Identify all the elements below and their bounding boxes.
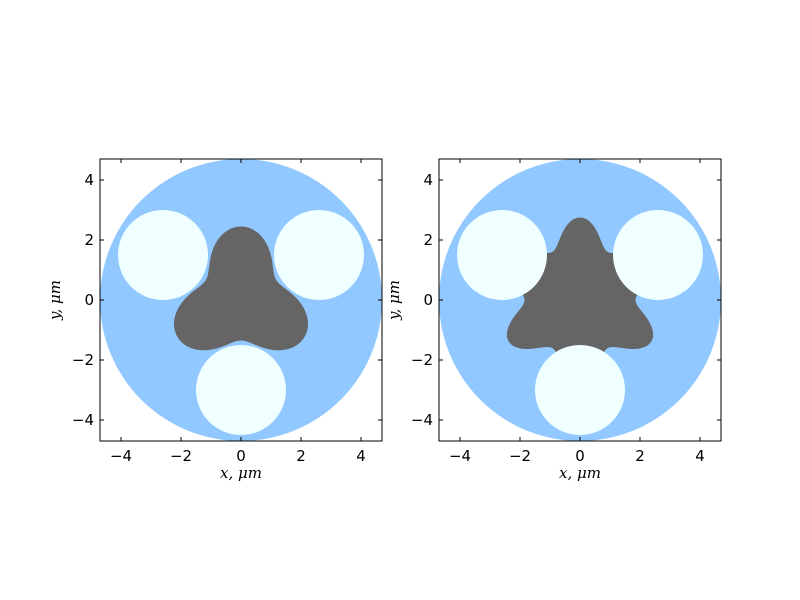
y-tick-label: −4	[72, 411, 94, 429]
y-tick-label: 2	[84, 231, 94, 249]
x-tick-label: 4	[695, 447, 705, 465]
air-hole-2	[613, 210, 703, 300]
air-hole-2	[274, 210, 364, 300]
x-tick-label: 4	[356, 447, 366, 465]
y-tick-label: 4	[423, 171, 433, 189]
air-hole-1	[457, 210, 547, 300]
y-tick-label: 0	[84, 291, 94, 309]
x-tick-label: −4	[110, 447, 132, 465]
x-tick-label: 2	[635, 447, 645, 465]
air-hole-3	[196, 345, 286, 435]
x-tick-label: 0	[236, 447, 246, 465]
y-tick-label: −2	[411, 351, 433, 369]
air-hole-1	[118, 210, 208, 300]
x-axis-label: x, μm	[559, 464, 601, 482]
x-tick-label: −4	[449, 447, 471, 465]
y-tick-label: 4	[84, 171, 94, 189]
plot-area	[100, 159, 382, 441]
y-axis-label: y, μm	[385, 280, 403, 321]
y-axis-label: y, μm	[46, 280, 64, 321]
x-axis-label: x, μm	[220, 464, 262, 482]
air-hole-3	[535, 345, 625, 435]
x-tick-label: −2	[170, 447, 192, 465]
x-tick-label: 2	[296, 447, 306, 465]
x-tick-label: −2	[509, 447, 531, 465]
x-tick-label: 0	[575, 447, 585, 465]
left-panel: −4 −2 0 2 4 −4 −2 0 2 4 x, μm y, μm	[46, 158, 383, 482]
y-tick-label: 2	[423, 231, 433, 249]
y-tick-label: 0	[423, 291, 433, 309]
y-tick-label: −4	[411, 411, 433, 429]
y-tick-label: −2	[72, 351, 94, 369]
right-panel: −4 −2 0 2 4 −4 −2 0 2 4 x, μm y, μm	[385, 158, 722, 482]
plot-area	[439, 159, 721, 441]
core-shape	[174, 226, 308, 351]
